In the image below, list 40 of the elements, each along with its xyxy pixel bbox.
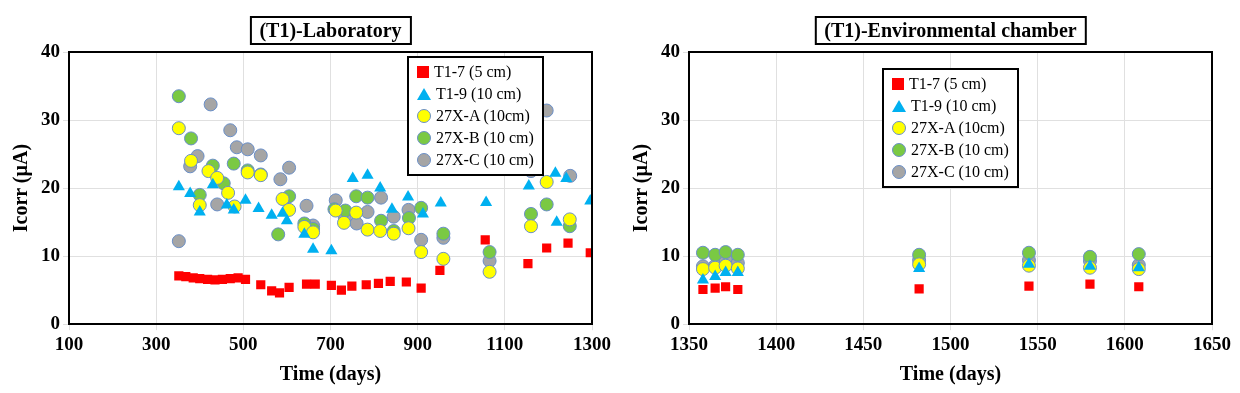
x-tick-label: 1450 (844, 332, 883, 354)
x-tick-label: 100 (54, 332, 84, 354)
y-tick-label: 10 (661, 244, 680, 266)
legend-label: 27X-A (10cm) (436, 107, 530, 125)
y-tick-label: 0 (50, 312, 60, 334)
x-axis-title: Time (days) (279, 362, 382, 386)
legend-label: T1-7 (5 cm) (434, 63, 512, 81)
y-tick-label: 0 (670, 312, 680, 334)
legend-label: 27X-A (10cm) (911, 119, 1005, 137)
x-tick-label: 1550 (1018, 332, 1057, 354)
y-axis-title: Icorr (µA) (629, 143, 653, 233)
x-tick-label: 1300 (573, 332, 611, 354)
y-tick-label: 30 (661, 107, 680, 129)
x-tick-label: 1500 (931, 332, 970, 354)
y-tick-label: 20 (661, 176, 680, 198)
x-tick-label: 700 (316, 332, 345, 354)
legend-label: T1-9 (10 cm) (911, 97, 997, 115)
y-tick-label: 40 (41, 39, 60, 61)
legend-label: 27X-B (10 cm) (436, 129, 534, 147)
legend-label: T1-7 (5 cm) (909, 75, 987, 93)
y-tick-label: 10 (41, 244, 60, 266)
x-tick-label: 1650 (1193, 332, 1231, 354)
legend-label: 27X-B (10 cm) (911, 141, 1009, 159)
x-tick-label: 500 (229, 332, 258, 354)
x-tick-label: 1400 (757, 332, 796, 354)
y-tick-label: 20 (41, 176, 60, 198)
y-tick-label: 30 (41, 107, 60, 129)
chart-title: (T1)-Environmental chamber (814, 16, 1087, 45)
y-tick-label: 40 (661, 39, 680, 61)
legend-label: 27X-C (10 cm) (911, 163, 1009, 181)
x-axis-title: Time (days) (899, 362, 1002, 386)
legend-label: 27X-C (10 cm) (436, 151, 534, 169)
chart-title: (T1)-Laboratory (249, 16, 412, 45)
x-tick-label: 900 (403, 332, 432, 354)
legend-label: T1-9 (10 cm) (436, 85, 522, 103)
x-tick-label: 1350 (670, 332, 708, 354)
y-axis-title: Icorr (µA) (9, 143, 33, 233)
x-tick-label: 1100 (486, 332, 524, 354)
x-tick-label: 300 (141, 332, 171, 354)
x-tick-label: 1600 (1105, 332, 1144, 354)
